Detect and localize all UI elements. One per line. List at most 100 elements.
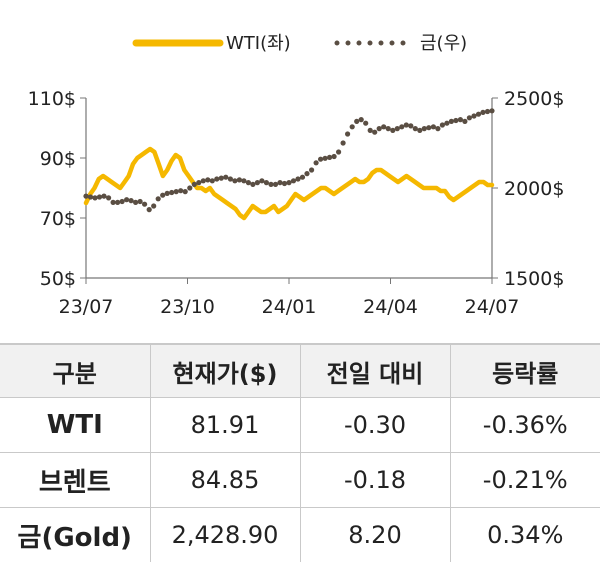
gold-data-point (431, 124, 436, 129)
gold-data-point (101, 194, 106, 199)
gold-data-point (237, 177, 242, 182)
gold-data-point (120, 199, 125, 204)
x-tick-label: 24/04 (363, 296, 418, 318)
gold-data-point (246, 180, 251, 185)
row-name: 브렌트 (0, 453, 150, 508)
gold-data-point (291, 178, 296, 183)
gold-data-point (314, 160, 319, 165)
right-tick-label: 2000$ (504, 178, 564, 200)
gold-data-point (147, 207, 152, 212)
gold-data-point (462, 119, 467, 124)
gold-data-point (304, 171, 309, 176)
x-tick-label: 23/10 (160, 296, 215, 318)
gold-data-point (359, 117, 364, 122)
gold-data-point (476, 112, 481, 117)
gold-data-point (368, 128, 373, 133)
gold-data-point (295, 176, 300, 181)
oil-gold-price-chart: WTI(좌) 금(우) 110$ 90$ 70$ 50$ 2500$ 2000$… (0, 0, 600, 330)
row-rate: 0.34% (450, 508, 600, 562)
left-axis: 110$ 90$ 70$ 50$ (28, 88, 86, 290)
gold-data-point (83, 194, 88, 199)
gold-data-point (354, 119, 359, 124)
gold-data-point (223, 175, 228, 180)
gold-data-point (192, 182, 197, 187)
gold-data-point (111, 200, 116, 205)
gold-data-point (214, 176, 219, 181)
gold-data-point (250, 182, 255, 187)
price-table: 구분 현재가($) 전일 대비 등락률 WTI 81.91 -0.30 -0.3… (0, 343, 600, 562)
gold-data-point (228, 176, 233, 181)
gold-data-point (210, 178, 215, 183)
gold-data-point (88, 194, 93, 199)
gold-data-point (160, 193, 165, 198)
gold-data-point (345, 131, 350, 136)
gold-data-point (440, 122, 445, 127)
gold-data-point (156, 196, 161, 201)
gold-data-point (151, 203, 156, 208)
header-rate: 등락률 (450, 344, 600, 398)
gold-data-point (106, 195, 111, 200)
gold-data-point (92, 195, 97, 200)
gold-data-point (390, 128, 395, 133)
x-tick-label: 23/07 (59, 296, 114, 318)
gold-data-point (201, 178, 206, 183)
x-tick-label: 24/01 (262, 296, 317, 318)
gold-data-point (178, 188, 183, 193)
gold-data-point (426, 125, 431, 130)
gold-data-point (399, 124, 404, 129)
header-category: 구분 (0, 344, 150, 398)
row-rate: -0.36% (450, 398, 600, 453)
gold-data-point (417, 128, 422, 133)
gold-data-point (413, 126, 418, 131)
legend-gold-label: 금(우) (420, 33, 467, 54)
gold-data-point (327, 155, 332, 160)
table-row-gold: 금(Gold) 2,428.90 8.20 0.34% (0, 508, 600, 562)
left-tick-label: 70$ (40, 208, 76, 230)
gold-data-point (453, 118, 458, 123)
gold-data-point (183, 189, 188, 194)
right-axis: 2500$ 2000$ 1500$ (492, 88, 564, 290)
gold-data-point (363, 121, 368, 126)
gold-data-point (264, 180, 269, 185)
gold-data-point (422, 126, 427, 131)
gold-data-point (273, 182, 278, 187)
gold-data-point (386, 126, 391, 131)
gold-data-point (395, 126, 400, 131)
gold-data-point (332, 154, 337, 159)
gold-data-point (97, 194, 102, 199)
gold-data-point (174, 189, 179, 194)
gold-data-point (309, 167, 314, 172)
x-tick-label: 24/07 (465, 296, 520, 318)
gold-data-point (115, 200, 120, 205)
gold-data-point (350, 124, 355, 129)
left-tick-label: 110$ (28, 88, 76, 110)
left-tick-label: 50$ (40, 268, 76, 290)
gold-data-point (341, 140, 346, 145)
row-change: 8.20 (300, 508, 450, 562)
gold-data-point (444, 121, 449, 126)
gold-data-point (467, 115, 472, 120)
header-price: 현재가($) (150, 344, 300, 398)
gold-data-point (133, 200, 138, 205)
header-change: 전일 대비 (300, 344, 450, 398)
gold-data-point (219, 176, 224, 181)
gold-data-point (187, 185, 192, 190)
table-row-wti: WTI 81.91 -0.30 -0.36% (0, 398, 600, 453)
gold-data-point (169, 190, 174, 195)
gold-data-point (277, 180, 282, 185)
gold-data-point (408, 123, 413, 128)
row-change: -0.18 (300, 453, 450, 508)
chart-legend: WTI(좌) 금(우) (136, 33, 467, 54)
gold-data-point (138, 199, 143, 204)
gold-data-point (259, 178, 264, 183)
gold-data-point (404, 122, 409, 127)
gold-data-point (268, 182, 273, 187)
gold-data-point (255, 180, 260, 185)
gold-data-point (323, 156, 328, 161)
gold-data-point (300, 175, 305, 180)
left-tick-label: 90$ (40, 148, 76, 170)
right-tick-label: 2500$ (504, 88, 564, 110)
gold-data-point (381, 124, 386, 129)
gold-data-point (282, 181, 287, 186)
gold-data-point (124, 197, 129, 202)
